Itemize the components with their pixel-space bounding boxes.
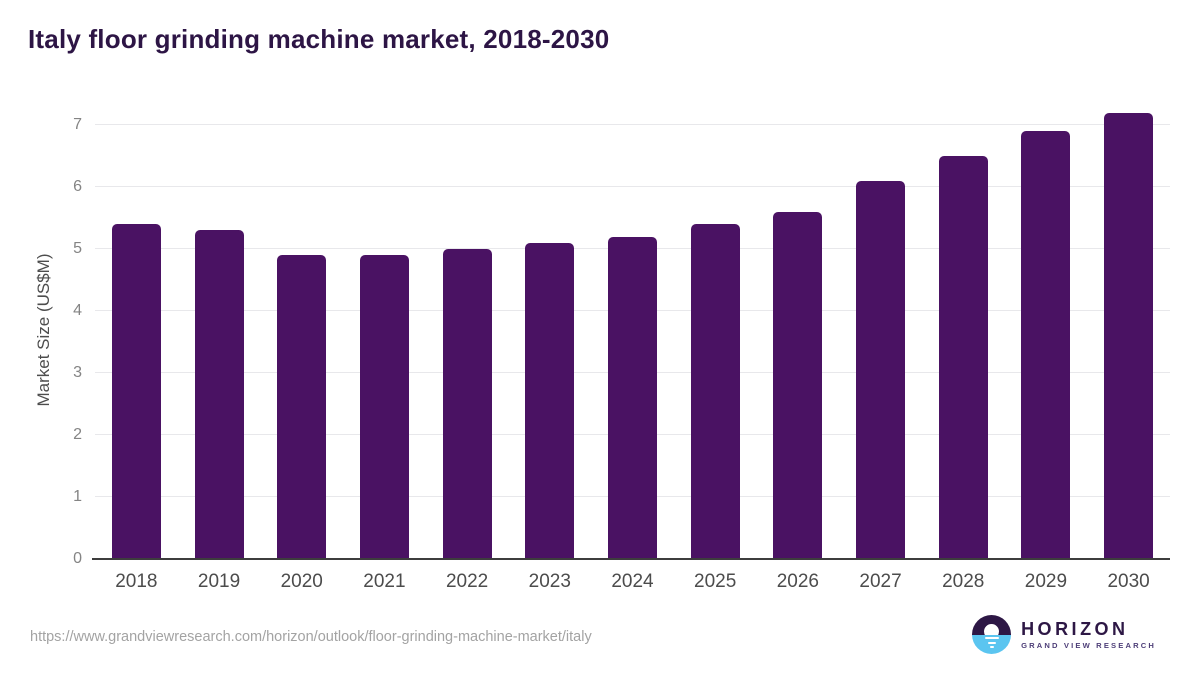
plot-area: 0 1 2 3 4 5 6 7 2018 2019 2020 2021 2022 2023 2024 202… (73, 100, 1170, 592)
bar-slot-2030: 2030 (1087, 100, 1170, 592)
logo-wordmark: HORIZON (1021, 619, 1129, 639)
y-tick-label-3: 3 (73, 364, 82, 381)
bar-2026 (773, 211, 823, 559)
x-tick-label-2023: 2023 (528, 571, 571, 592)
horizon-logo: HORIZON GRAND VIEW RESEARCH (972, 615, 1156, 654)
bar-2028 (938, 156, 988, 559)
bar-slot-2029: 2029 (1005, 100, 1088, 592)
horizon-sun-icon (972, 615, 1012, 654)
x-tick-label-2025: 2025 (694, 571, 737, 592)
bar-2024 (607, 236, 657, 559)
bar-2023 (525, 242, 575, 559)
bar-slot-2024: 2024 (591, 100, 674, 592)
x-tick-label-2024: 2024 (611, 571, 654, 592)
x-tick-label-2027: 2027 (859, 571, 902, 592)
x-tick-label-2020: 2020 (280, 571, 323, 592)
bar-slot-2022: 2022 (426, 100, 509, 592)
bar-slot-2025: 2025 (674, 100, 757, 592)
x-tick-label-2026: 2026 (776, 571, 819, 592)
bar-slot-2028: 2028 (922, 100, 1005, 592)
logo-subtitle: GRAND VIEW RESEARCH (1021, 641, 1156, 650)
sun-icon-reflection (987, 641, 996, 645)
bar-slot-2027: 2027 (839, 100, 922, 592)
y-tick-label-6: 6 (73, 178, 82, 195)
y-axis-title: Market Size (US$M) (34, 253, 53, 407)
bar-slot-2018: 2018 (95, 100, 178, 592)
x-tick-label-2029: 2029 (1024, 571, 1068, 592)
bar-slot-2021: 2021 (343, 100, 426, 592)
sun-icon-sea (972, 634, 1012, 654)
x-tick-label-2021: 2021 (363, 571, 406, 592)
bar-2027 (856, 180, 906, 559)
x-tick-label-2019: 2019 (197, 571, 241, 592)
bar-2018 (111, 224, 161, 559)
bar-slot-2026: 2026 (757, 100, 840, 592)
logo-text: HORIZON GRAND VIEW RESEARCH (1021, 619, 1156, 650)
y-tick-label-2: 2 (73, 426, 82, 443)
gridline-7 (95, 124, 1170, 125)
bar-slot-2019: 2019 (178, 100, 261, 592)
bar-2030 (1104, 112, 1154, 559)
x-tick-label-2022: 2022 (445, 571, 489, 592)
bar-2021 (359, 255, 409, 559)
bar-2020 (277, 255, 327, 559)
y-tick-label-5: 5 (73, 240, 82, 257)
y-tick-label-4: 4 (73, 302, 82, 319)
sun-icon-reflection (989, 646, 994, 648)
bar-slot-2020: 2020 (260, 100, 343, 592)
x-tick-label-2018: 2018 (115, 571, 158, 592)
y-tick-label-1: 1 (73, 488, 82, 505)
chart-title: Italy floor grinding machine market, 201… (28, 24, 610, 54)
bar-2025 (690, 224, 740, 559)
x-tick-label-2028: 2028 (942, 571, 985, 592)
bar-2029 (1021, 131, 1071, 559)
bar-2019 (194, 230, 244, 559)
y-tick-label-7: 7 (73, 116, 82, 133)
y-tick-label-0: 0 (73, 550, 82, 567)
gridline-6 (95, 186, 1170, 187)
x-tick-label-2030: 2030 (1107, 571, 1150, 592)
bar-slot-2023: 2023 (508, 100, 591, 592)
sun-icon-reflection (984, 636, 999, 640)
source-url: https://www.grandviewresearch.com/horizo… (30, 629, 592, 645)
x-axis-line (92, 558, 1170, 560)
bars-row: 2018 2019 2020 2021 2022 2023 2024 2025 2026 2027… (95, 100, 1170, 592)
bar-2022 (442, 249, 492, 559)
